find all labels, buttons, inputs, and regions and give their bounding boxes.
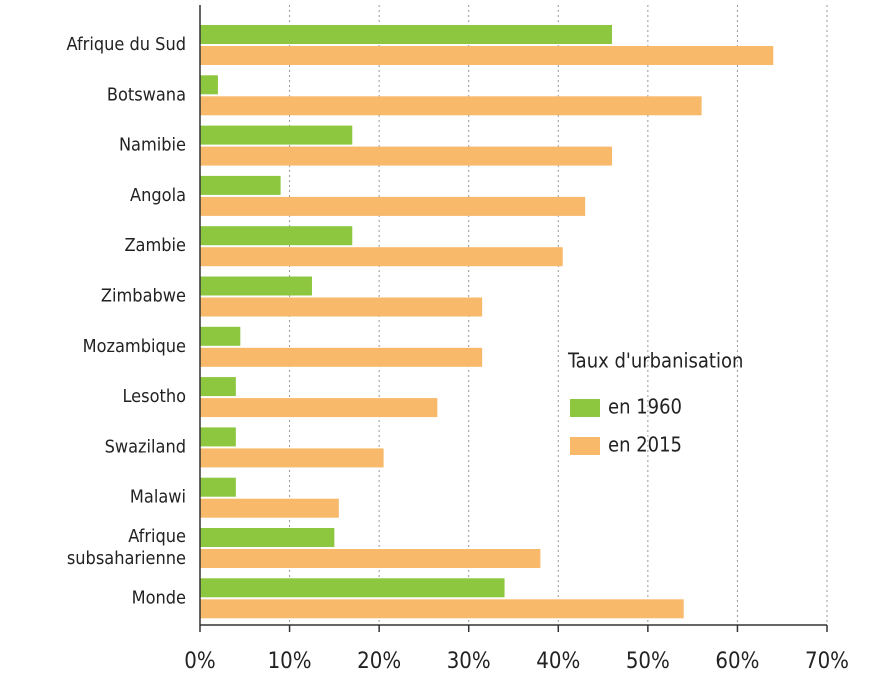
x-tick-label: 50%	[626, 649, 670, 674]
category-label: Zambie	[124, 235, 186, 256]
bar	[200, 477, 236, 497]
x-tick-label: 60%	[715, 649, 759, 674]
bar	[200, 599, 684, 619]
legend-swatch	[570, 437, 600, 455]
bar	[200, 448, 384, 468]
bar	[200, 247, 563, 267]
bar	[200, 297, 483, 317]
x-tick-label: 0%	[184, 649, 215, 674]
x-tick-label: 30%	[447, 649, 491, 674]
bar	[200, 96, 702, 116]
bar	[200, 226, 353, 246]
bar	[200, 377, 236, 397]
legend-label: en 1960	[608, 395, 682, 419]
bar	[200, 578, 505, 598]
bar	[200, 549, 541, 568]
category-label: Lesotho	[122, 386, 186, 407]
bar	[200, 528, 335, 547]
category-label: Swaziland	[105, 436, 186, 457]
category-label: Monde	[132, 587, 186, 608]
bar	[200, 347, 483, 367]
legend-swatch	[570, 399, 600, 417]
legend-label: en 2015	[608, 433, 682, 457]
category-label: Namibie	[119, 135, 186, 156]
legend-title: Taux d'urbanisation	[567, 349, 743, 373]
bar	[200, 75, 218, 95]
x-tick-label: 20%	[357, 649, 401, 674]
category-label: Botswana	[107, 84, 186, 105]
category-label: Mozambique	[83, 336, 186, 357]
bar	[200, 326, 241, 346]
bar	[200, 196, 586, 216]
bar	[200, 46, 774, 65]
x-tick-label: 70%	[805, 649, 849, 674]
category-label: Malawi	[130, 487, 186, 508]
bar	[200, 498, 339, 518]
category-label: Afrique du Sud	[67, 34, 186, 55]
bar	[200, 427, 236, 447]
x-tick-label: 10%	[268, 649, 312, 674]
bar	[200, 276, 312, 296]
category-label: Afrique subsaharienne	[67, 526, 186, 569]
bar	[200, 146, 613, 166]
bar	[200, 25, 613, 44]
category-label: Zimbabwe	[101, 286, 186, 307]
category-label: Angola	[130, 185, 186, 206]
bar	[200, 175, 281, 195]
bar	[200, 125, 353, 145]
x-tick-label: 40%	[536, 649, 580, 674]
bar	[200, 398, 438, 418]
